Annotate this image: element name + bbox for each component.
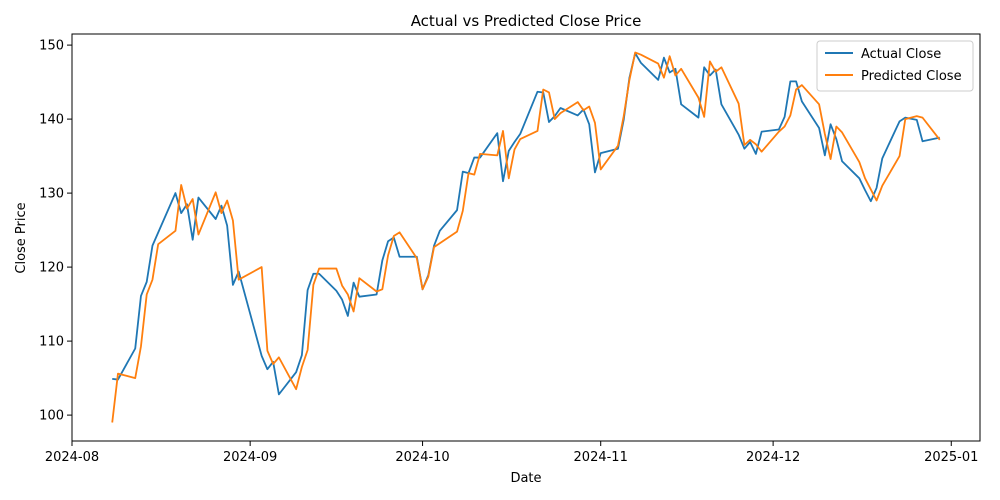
legend-label-actual-close: Actual Close xyxy=(861,47,941,62)
legend-label-predicted-close: Predicted Close xyxy=(861,69,962,84)
y-tick-label: 100 xyxy=(39,409,64,424)
plot-area xyxy=(111,51,941,423)
legend-box xyxy=(816,40,974,92)
y-tick-label: 130 xyxy=(39,187,64,202)
x-tick-label: 2024-10 xyxy=(395,450,449,465)
x-tick-label: 2024-08 xyxy=(45,450,99,465)
x-tick-label: 2024-12 xyxy=(746,450,800,465)
y-axis-label: Close Price xyxy=(14,202,29,273)
x-tick-label: 2024-09 xyxy=(223,450,277,465)
y-tick-label: 140 xyxy=(39,113,64,128)
x-axis: 2024-08 2024-09 2024-10 2024-11 2024-12 2025-… xyxy=(45,441,978,465)
y-tick-label: 110 xyxy=(39,335,64,350)
y-axis: 100 110 120 130 140 150 xyxy=(39,39,72,424)
series-line-actual-close xyxy=(112,52,940,396)
chart-title: Actual vs Predicted Close Price xyxy=(411,12,642,30)
x-tick-label: 2025-01 xyxy=(924,450,978,465)
y-tick-label: 120 xyxy=(39,261,64,276)
series-line-predicted-close xyxy=(111,51,941,423)
x-axis-label: Date xyxy=(510,471,541,486)
y-tick-label: 150 xyxy=(39,39,64,54)
x-tick-label: 2024-11 xyxy=(574,450,628,465)
legend: Actual Close Predicted Close xyxy=(816,40,974,92)
axes-frame xyxy=(71,33,981,442)
